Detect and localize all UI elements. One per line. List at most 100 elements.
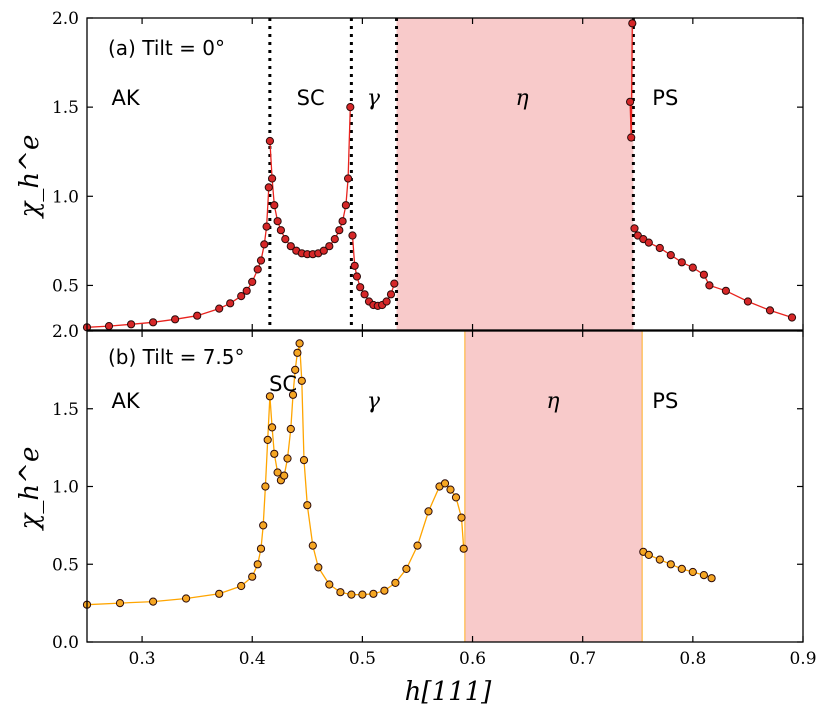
data-point [382, 297, 391, 306]
x-tick-label: 0.5 [349, 649, 376, 669]
data-point [626, 97, 635, 106]
data-point [325, 580, 334, 589]
data-point [336, 588, 345, 597]
x-axis-label: h[111] [405, 677, 493, 707]
data-point [308, 541, 317, 550]
data-point [348, 231, 357, 240]
region-label: η [516, 86, 529, 111]
data-point [299, 456, 309, 465]
data-point [457, 513, 466, 522]
data-point [787, 313, 797, 322]
data-point [182, 594, 191, 603]
y-tick-label: 0.5 [52, 555, 79, 575]
data-point [330, 235, 339, 244]
data-point [358, 590, 367, 599]
data-point [226, 299, 235, 308]
data-point [256, 544, 266, 553]
data-point [273, 217, 282, 226]
data-point [459, 544, 468, 553]
data-point [628, 19, 637, 28]
y-tick-label: 2.0 [52, 9, 79, 29]
data-point [286, 424, 295, 434]
panel-a-eta-shade [396, 18, 634, 330]
y-tick-label: 0.0 [52, 633, 79, 653]
region-label: SC [297, 86, 325, 110]
data-point [215, 589, 224, 598]
region-label: γ [367, 389, 381, 414]
data-point [655, 555, 664, 564]
data-point [338, 217, 347, 226]
data-point [765, 306, 775, 315]
region-label: AK [111, 389, 140, 413]
data-point [424, 507, 433, 516]
data-point [276, 226, 285, 235]
data-point [446, 485, 455, 494]
x-tick-label: 0.7 [569, 649, 596, 669]
data-point [386, 290, 396, 299]
data-point [644, 238, 653, 247]
data-point [193, 311, 202, 320]
data-point [248, 572, 257, 581]
series-line-branch-ak [86, 187, 270, 328]
data-point [666, 560, 675, 569]
data-point [115, 599, 125, 608]
data-point [248, 277, 257, 286]
data-point [260, 240, 269, 249]
data-point [630, 224, 639, 233]
data-point [627, 133, 636, 142]
region-label: γ [367, 86, 381, 111]
data-point [325, 242, 334, 251]
data-point [688, 567, 697, 577]
data-point [319, 246, 328, 255]
panel-b-ylabel: χ_h^e [15, 447, 45, 532]
data-point [263, 435, 272, 444]
data-point [242, 286, 251, 295]
series-line-branch-ps [633, 228, 793, 319]
region-label: AK [111, 86, 140, 110]
panel-a-ylabel: χ_h^e [15, 135, 45, 220]
data-point [259, 521, 268, 530]
data-point [283, 454, 292, 463]
data-point [268, 423, 277, 432]
y-tick-label: 1.5 [52, 400, 79, 420]
data-point [265, 136, 274, 146]
data-point [286, 242, 295, 251]
data-point [281, 235, 290, 244]
data-point [677, 564, 686, 574]
region-label: PS [652, 86, 678, 110]
region-label: SC [269, 372, 297, 396]
data-point [270, 201, 279, 210]
data-point [149, 597, 158, 606]
data-point [149, 318, 158, 327]
data-point [743, 297, 753, 306]
data-point [413, 541, 422, 550]
panel-b-eta-shade [464, 331, 643, 642]
data-point [655, 243, 664, 253]
data-point [104, 322, 114, 331]
data-point [440, 479, 450, 488]
data-point [253, 560, 262, 569]
x-tick-label: 0.3 [129, 649, 156, 669]
data-point [705, 281, 714, 290]
data-point [380, 586, 389, 595]
data-point [451, 493, 461, 502]
region-label: PS [652, 389, 678, 413]
data-point [297, 376, 306, 385]
data-point [677, 258, 686, 267]
panel-a: 2.0 1.5 1.0 0.5 (a) Tilt = 0° AK SC γ η PS χ_h^… [15, 9, 804, 332]
data-point [280, 471, 289, 480]
data-point [360, 290, 369, 299]
data-point [347, 590, 356, 599]
data-point [303, 501, 312, 510]
data-point [699, 270, 709, 279]
panel-b-title: (b) Tilt = 7.5° [108, 345, 245, 369]
data-point [291, 365, 300, 374]
x-tick-label: 0.6 [459, 649, 486, 669]
data-point [352, 272, 361, 281]
data-point [237, 292, 246, 301]
x-tick-label: 0.8 [679, 649, 706, 669]
data-point [268, 174, 277, 183]
data-point [270, 449, 279, 458]
data-point [265, 392, 274, 401]
